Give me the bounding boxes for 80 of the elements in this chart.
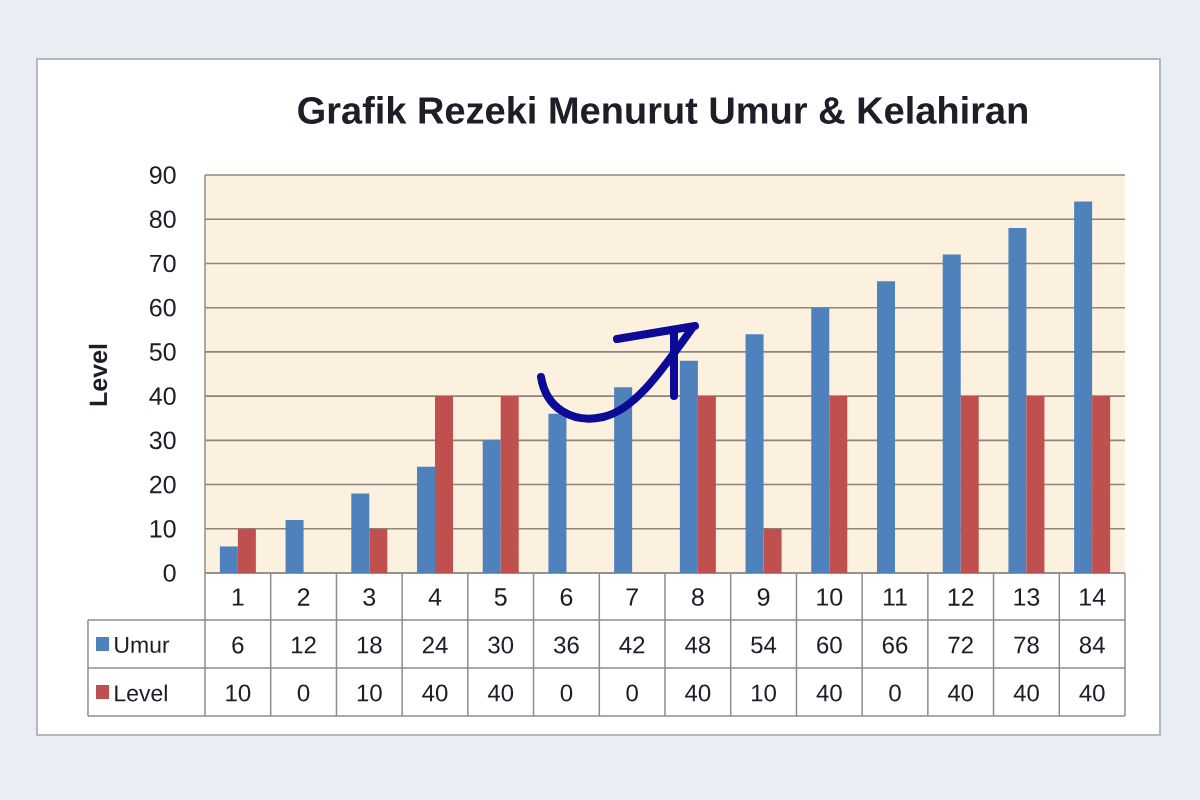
x-tick-label: 7 bbox=[626, 588, 638, 606]
bar bbox=[745, 334, 764, 573]
data-label: 6 bbox=[232, 636, 244, 654]
data-label: 40 bbox=[816, 684, 842, 702]
data-label: 40 bbox=[487, 684, 514, 702]
x-tick-label: 13 bbox=[1014, 588, 1040, 606]
data-label: 40 bbox=[1079, 684, 1105, 702]
x-tick-label: 9 bbox=[757, 588, 770, 606]
data-label: 54 bbox=[751, 636, 777, 654]
y-tick-label: 60 bbox=[150, 298, 176, 317]
x-tick-label: 11 bbox=[883, 588, 907, 606]
bar bbox=[482, 440, 501, 573]
data-label: 0 bbox=[626, 684, 638, 702]
data-label: 0 bbox=[297, 684, 310, 702]
data-label: 10 bbox=[752, 684, 776, 702]
bar bbox=[548, 413, 567, 573]
bar bbox=[369, 528, 388, 573]
x-tick-label: 6 bbox=[560, 588, 573, 606]
bar bbox=[1008, 228, 1027, 573]
y-tick-label: 90 bbox=[149, 166, 176, 184]
bar bbox=[417, 466, 435, 573]
bar bbox=[500, 396, 519, 573]
legend-label: Level bbox=[115, 684, 167, 702]
data-label: 30 bbox=[488, 636, 514, 654]
data-label: 0 bbox=[889, 684, 901, 702]
data-label: 10 bbox=[226, 684, 251, 702]
legend-label: Umur bbox=[115, 636, 170, 654]
data-label: 84 bbox=[1079, 636, 1105, 654]
data-label: 0 bbox=[560, 684, 573, 702]
bar bbox=[960, 396, 979, 573]
data-label: 40 bbox=[1013, 684, 1039, 702]
bar bbox=[351, 493, 370, 573]
x-tick-label: 3 bbox=[363, 588, 376, 606]
y-tick-label: 70 bbox=[150, 254, 176, 273]
data-label: 60 bbox=[817, 636, 842, 654]
y-tick-label: 0 bbox=[163, 564, 176, 582]
data-label: 48 bbox=[685, 636, 711, 654]
x-tick-label: 14 bbox=[1080, 588, 1106, 606]
y-tick-label: 80 bbox=[149, 210, 176, 229]
data-label: 40 bbox=[685, 684, 711, 702]
x-tick-label: 8 bbox=[692, 588, 704, 606]
data-label: 18 bbox=[357, 636, 382, 654]
bar bbox=[877, 281, 895, 573]
data-label: 10 bbox=[357, 684, 382, 702]
data-label: 72 bbox=[948, 636, 973, 654]
data-label: 36 bbox=[554, 636, 579, 654]
x-tick-label: 12 bbox=[948, 588, 974, 606]
x-tick-label: 5 bbox=[494, 588, 507, 606]
bar bbox=[811, 307, 830, 573]
data-label: 40 bbox=[422, 684, 448, 702]
x-tick-label: 4 bbox=[428, 588, 442, 606]
bar bbox=[614, 387, 633, 573]
bar bbox=[237, 528, 256, 573]
bar bbox=[1074, 201, 1093, 573]
bar bbox=[435, 396, 453, 573]
bar bbox=[1092, 396, 1111, 573]
chart-title: Grafik Rezeki Menurut Umur & Kelahiran bbox=[298, 96, 1027, 124]
bar bbox=[679, 360, 698, 573]
x-tick-label: 1 bbox=[232, 588, 244, 606]
data-label: 78 bbox=[1014, 636, 1039, 654]
y-tick-label: 10 bbox=[150, 519, 176, 538]
bar bbox=[697, 396, 716, 573]
y-tick-label: 30 bbox=[149, 431, 176, 450]
data-label: 66 bbox=[882, 636, 908, 654]
bar bbox=[219, 546, 238, 573]
data-label: 12 bbox=[292, 636, 316, 654]
data-label: 42 bbox=[619, 636, 645, 654]
bar bbox=[829, 396, 848, 573]
bar bbox=[1026, 396, 1045, 573]
x-tick-label: 10 bbox=[817, 588, 843, 606]
x-tick-label: 2 bbox=[297, 588, 310, 606]
y-tick-label: 20 bbox=[150, 475, 176, 494]
y-tick-label: 50 bbox=[149, 343, 176, 361]
data-label: 40 bbox=[947, 684, 974, 702]
y-tick-label: 40 bbox=[149, 387, 176, 405]
bar bbox=[942, 254, 961, 573]
bar bbox=[285, 519, 304, 573]
data-label: 24 bbox=[422, 636, 448, 654]
bar bbox=[763, 528, 782, 573]
y-axis-title: Level bbox=[88, 344, 108, 406]
